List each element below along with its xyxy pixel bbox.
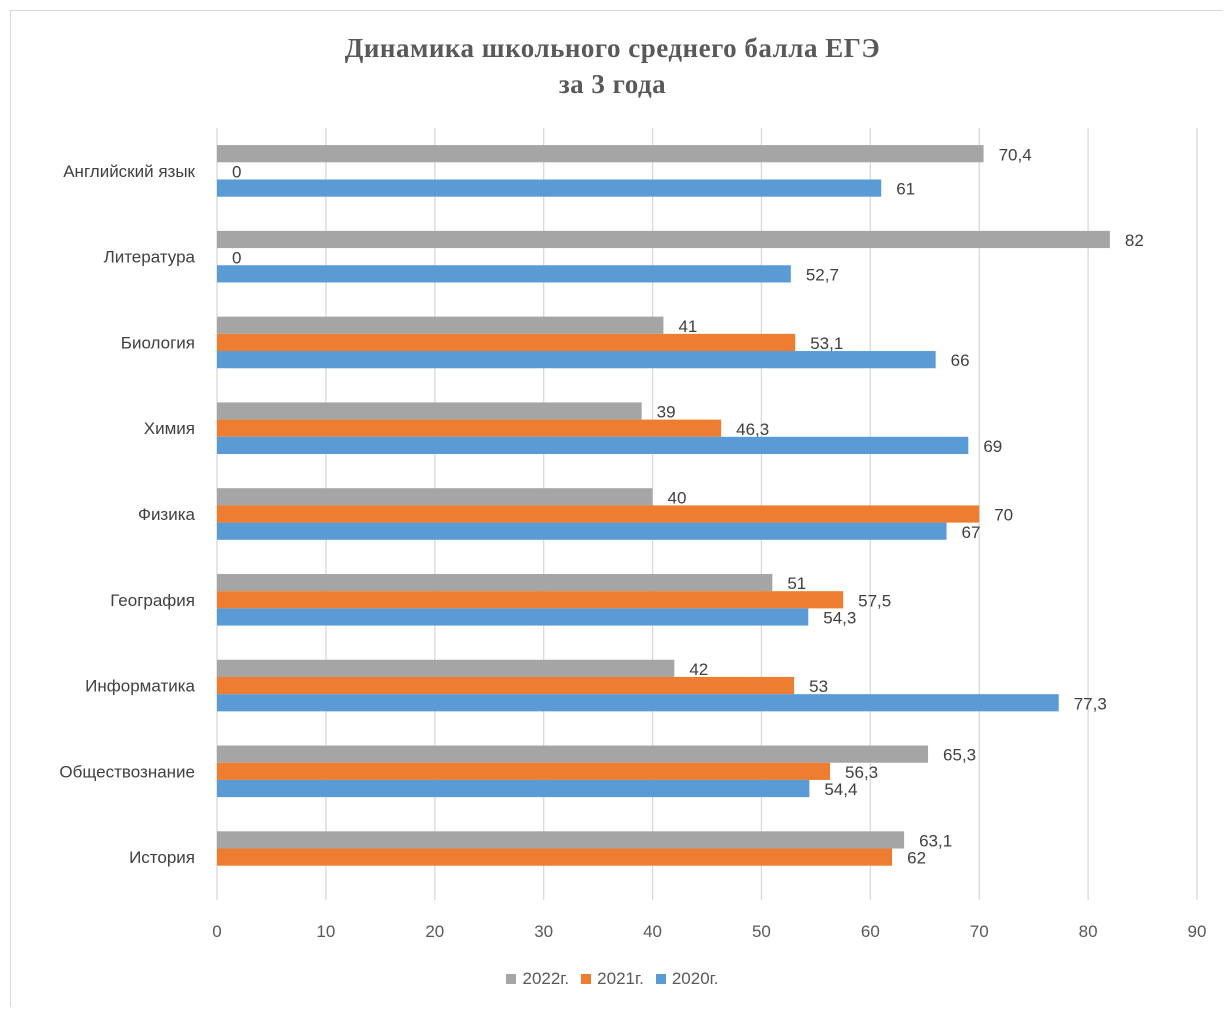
bar — [217, 831, 905, 849]
chart-frame — [10, 10, 1223, 1007]
x-tick-label: 50 — [752, 922, 771, 941]
legend-swatch — [506, 974, 517, 984]
data-label: 62 — [907, 849, 926, 868]
bar — [217, 573, 773, 592]
category-label: Биология — [121, 333, 195, 352]
x-tick-label: 20 — [425, 922, 444, 941]
data-label: 77,3 — [1074, 694, 1107, 713]
data-label: 63,1 — [919, 832, 952, 851]
data-label: 54,4 — [824, 780, 857, 799]
x-tick-label: 40 — [643, 922, 662, 941]
legend: 2022г. 2021г. 2020г. — [0, 969, 1225, 989]
bar — [217, 591, 844, 609]
bar — [217, 762, 831, 780]
x-tick-label: 10 — [316, 922, 335, 941]
bar — [217, 505, 980, 523]
x-tick-label: 60 — [861, 922, 880, 941]
category-label: Литература — [104, 248, 196, 267]
bar — [217, 488, 653, 506]
bar — [217, 265, 791, 283]
legend-item: 2021г. — [581, 969, 644, 989]
legend-swatch — [655, 974, 666, 984]
data-label: 53,1 — [810, 334, 843, 353]
bar — [217, 659, 675, 677]
bar — [217, 608, 809, 626]
bar — [217, 676, 795, 695]
bar — [217, 522, 947, 540]
category-label: Обществознание — [59, 762, 195, 781]
category-label: История — [129, 848, 195, 867]
data-label: 61 — [896, 180, 915, 199]
bar — [217, 351, 936, 369]
data-label: 51 — [787, 574, 806, 593]
data-label: 41 — [678, 317, 697, 336]
data-label: 0 — [232, 248, 241, 267]
bar — [217, 436, 969, 455]
data-label: 70,4 — [999, 145, 1032, 164]
bar — [217, 333, 796, 352]
x-tick-label: 0 — [212, 922, 221, 941]
chart-title: Динамика школьного среднего балла ЕГЭ за… — [0, 30, 1225, 102]
category-label: География — [110, 591, 195, 610]
bar — [217, 402, 642, 420]
data-label: 54,3 — [823, 609, 856, 628]
bar — [217, 179, 882, 197]
data-label: 66 — [951, 351, 970, 370]
data-label: 42 — [689, 660, 708, 679]
x-tick-label: 80 — [1079, 922, 1098, 941]
data-label: 65,3 — [943, 746, 976, 765]
data-label: 46,3 — [736, 420, 769, 439]
category-label: Информатика — [85, 677, 195, 696]
legend-label: 2020г. — [671, 969, 719, 988]
data-label: 39 — [657, 403, 676, 422]
bar — [217, 316, 664, 334]
category-label: Химия — [144, 419, 195, 438]
legend-item: 2022г. — [506, 969, 569, 989]
data-label: 57,5 — [858, 591, 891, 610]
chart-title-line-2: за 3 года — [558, 69, 667, 99]
data-label: 40 — [668, 488, 687, 507]
bar — [217, 145, 984, 163]
x-tick-label: 90 — [1188, 922, 1207, 941]
data-label: 67 — [962, 523, 981, 542]
data-label: 70 — [994, 506, 1013, 525]
chart-title-line-1: Динамика школьного среднего балла ЕГЭ — [344, 33, 881, 63]
bar — [217, 419, 722, 437]
data-label: 52,7 — [806, 265, 839, 284]
data-label: 82 — [1125, 231, 1144, 250]
bar — [217, 230, 1110, 249]
bar — [217, 779, 810, 798]
bar — [217, 848, 893, 866]
legend-item: 2020г. — [655, 969, 719, 989]
x-tick-label: 30 — [534, 922, 553, 941]
category-label: Английский язык — [63, 162, 195, 181]
data-label: 56,3 — [845, 763, 878, 782]
legend-label: 2021г. — [597, 969, 644, 988]
data-label: 69 — [983, 437, 1002, 456]
category-label: Физика — [138, 505, 196, 524]
legend-swatch — [581, 974, 592, 984]
data-label: 53 — [809, 677, 828, 696]
bar — [217, 694, 1059, 712]
legend-label: 2022г. — [522, 969, 570, 988]
bar — [217, 745, 929, 763]
data-label: 0 — [232, 162, 241, 181]
x-tick-label: 70 — [970, 922, 989, 941]
